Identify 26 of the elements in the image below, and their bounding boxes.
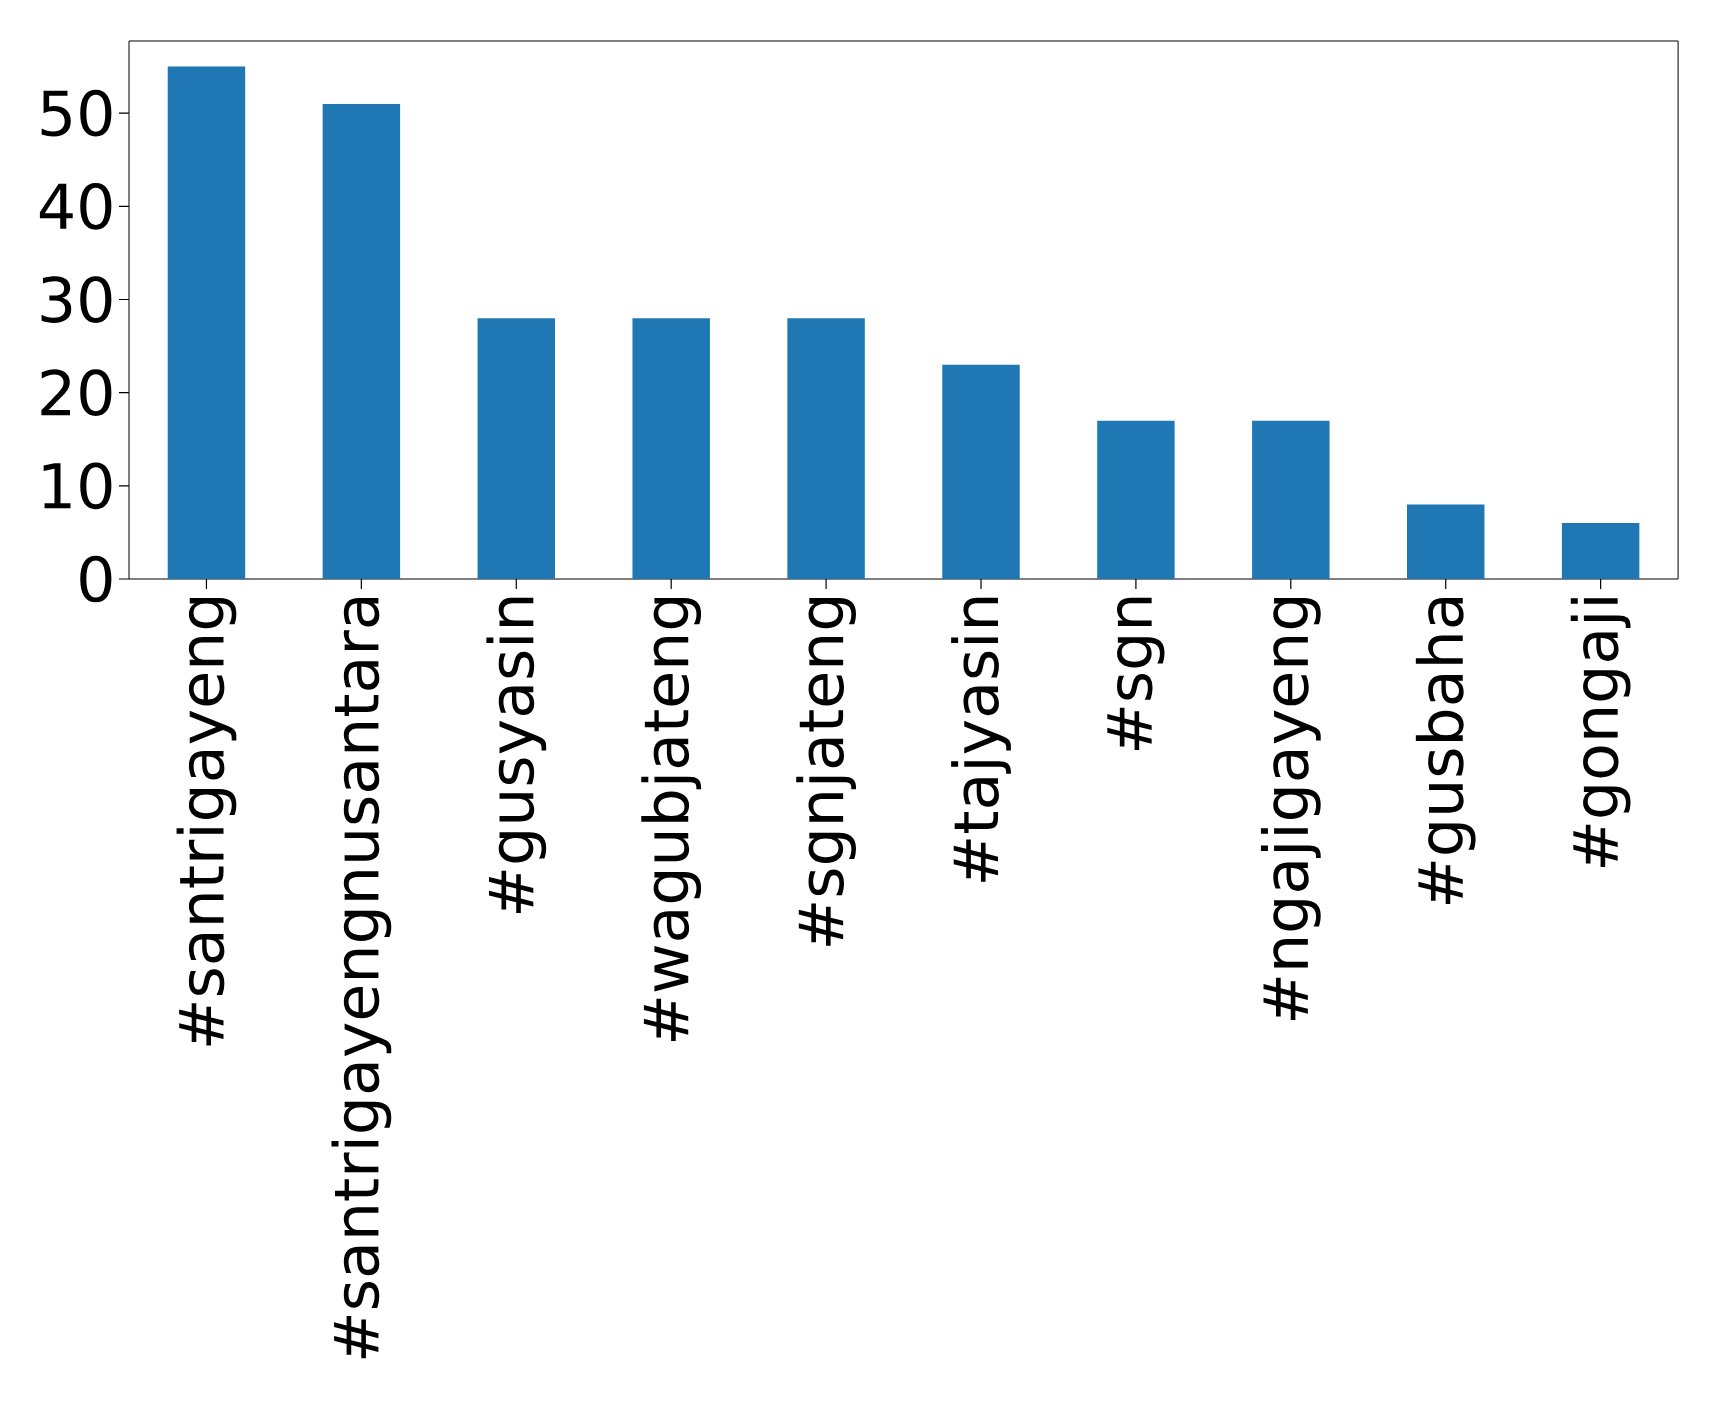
- x-tick-label: #gusbaha: [1415, 598, 1476, 905]
- x-tick-label: #wagubjateng: [641, 598, 702, 1042]
- bar: [1561, 523, 1640, 579]
- bar: [1406, 504, 1485, 579]
- y-tick-label: 50: [41, 89, 112, 137]
- bar: [167, 66, 246, 579]
- bar: [477, 318, 555, 579]
- bar: [1252, 420, 1330, 579]
- x-tick-label: #tajyasin: [951, 597, 1011, 882]
- x-tick-label: #gusyasin: [486, 597, 547, 913]
- bar: [1097, 420, 1175, 579]
- y-tick-label: 30: [41, 276, 112, 323]
- x-tick-label: #santrigayeng: [176, 598, 237, 1046]
- bar: [942, 364, 1020, 579]
- y-tick-label: 10: [43, 462, 112, 510]
- x-tick-label: #sgnjateng: [796, 598, 856, 946]
- x-tick-label: #ngajigayeng: [1260, 598, 1321, 1021]
- y-tick-label: 0: [80, 555, 112, 603]
- x-tick-label: #sgn: [1107, 597, 1165, 751]
- y-tick-label: 20: [41, 369, 112, 417]
- x-tick-label: #santrigayengnusantara: [331, 598, 392, 1359]
- bar: [632, 318, 710, 579]
- bar: [322, 103, 401, 579]
- bar: [787, 318, 865, 579]
- y-tick-label: 40: [39, 183, 112, 230]
- x-tick-label: #gongaji: [1570, 598, 1631, 868]
